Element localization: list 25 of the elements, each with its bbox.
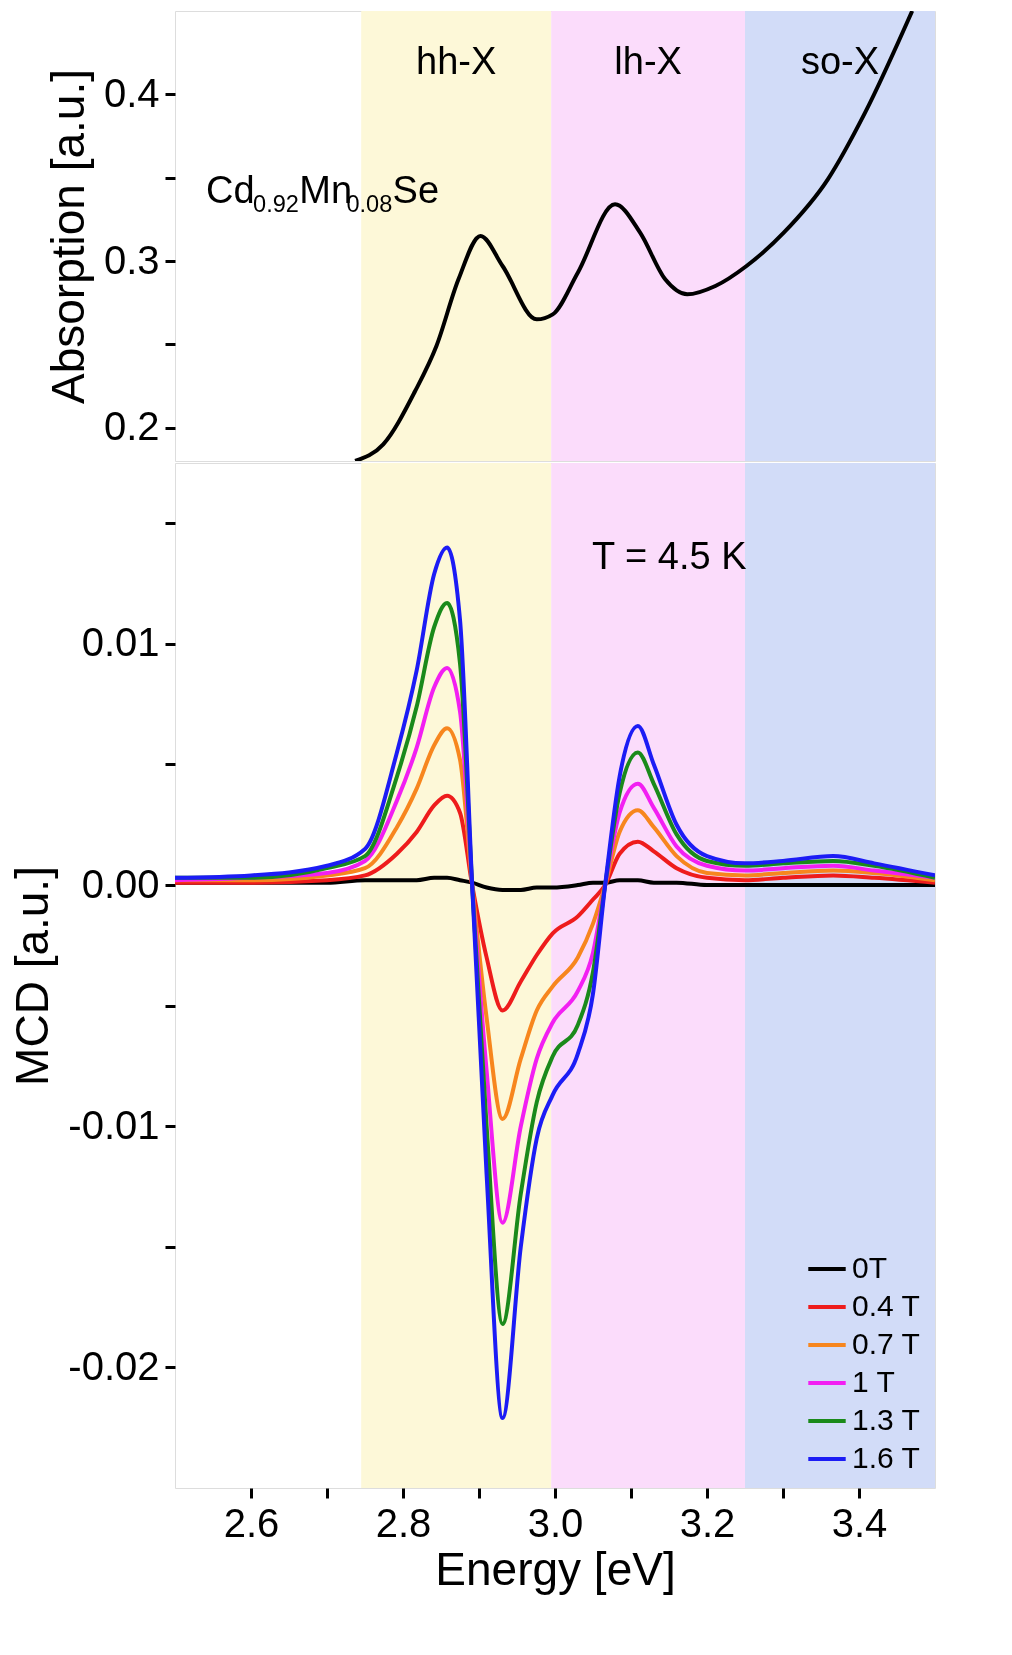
x-axis-title: Energy [eV]: [435, 1542, 676, 1595]
x-tick-label: 2.6: [223, 1500, 280, 1545]
x-tick-label: 2.8: [375, 1500, 432, 1545]
y-tick-label: 0.01: [81, 620, 160, 665]
y-tick-label: 0.2: [103, 404, 160, 449]
legend-label: 1.6 T: [852, 1441, 920, 1474]
band-label: hh-X: [416, 40, 497, 82]
x-tick-label: 3.0: [527, 1500, 584, 1545]
y-axis-title: Absorption [a.u.]: [41, 69, 94, 404]
y-tick-label: 0.00: [81, 861, 160, 906]
y-tick-label: -0.02: [68, 1343, 160, 1388]
y-tick-label: 0.3: [103, 237, 160, 282]
y-tick-label: 0.4: [103, 70, 160, 115]
legend-label: 1 T: [852, 1365, 895, 1398]
legend-label: 0.4 T: [852, 1289, 920, 1322]
band-label: lh-X: [614, 40, 682, 82]
x-tick-label: 3.2: [679, 1500, 736, 1545]
legend-label: 0.7 T: [852, 1327, 920, 1360]
y-axis-title: MCD [a.u.]: [6, 866, 59, 1086]
band-label: so-X: [800, 40, 880, 82]
y-tick-label: -0.01: [68, 1102, 160, 1147]
x-tick-label: 3.4: [831, 1500, 888, 1545]
legend-label: 0T: [852, 1251, 888, 1284]
legend-label: 1.3 T: [852, 1403, 920, 1436]
annotation: T = 4.5 K: [592, 535, 747, 577]
